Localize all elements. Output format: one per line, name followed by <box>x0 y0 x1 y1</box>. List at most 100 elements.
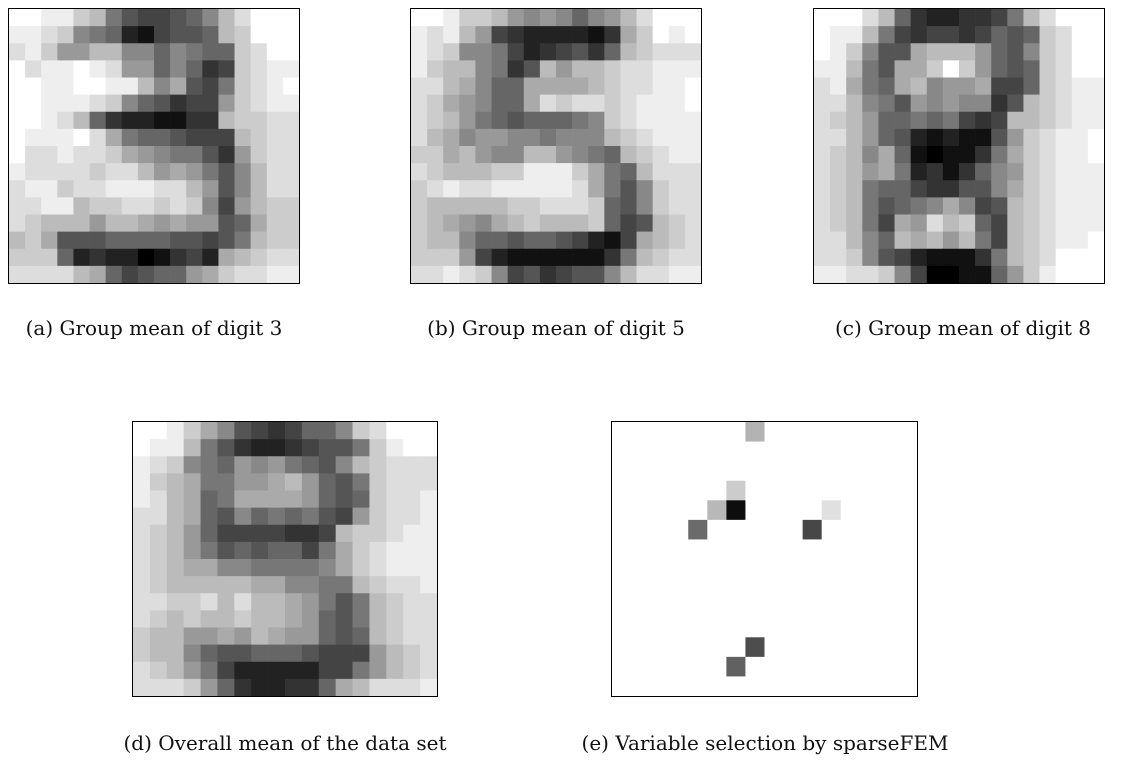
pixel-cell <box>57 128 74 147</box>
pixel-cell <box>217 439 235 457</box>
pixel-cell <box>154 214 171 232</box>
pixel-cell <box>491 43 508 61</box>
pixel-cell <box>975 9 992 27</box>
pixel-cell <box>830 163 847 181</box>
pixel-cell <box>386 507 404 526</box>
pixel-cell <box>539 214 557 232</box>
pixel-cell <box>166 490 185 508</box>
pixel-cell <box>183 473 201 491</box>
pixel-cell <box>846 77 863 95</box>
pixel-cell <box>427 214 444 232</box>
pixel-cell <box>443 111 460 130</box>
pixel-cell <box>991 265 1008 283</box>
pixel-cell <box>668 60 686 78</box>
pixel-cell <box>1023 231 1040 250</box>
pixel-cell <box>403 644 421 663</box>
pixel-cell <box>991 9 1008 27</box>
pixel-cell <box>427 60 444 78</box>
pixel-cell <box>1007 146 1024 164</box>
pixel-cell <box>862 265 879 283</box>
pixel-cell <box>1039 128 1056 147</box>
pixel-cell <box>830 111 847 130</box>
pixel-cell <box>894 128 911 147</box>
pixel-cell <box>121 146 139 164</box>
pixel-cell <box>9 26 26 44</box>
pixel-cell <box>386 610 404 628</box>
pixel-cell <box>251 559 269 577</box>
pixel-cell <box>475 26 492 44</box>
pixel-cell <box>862 26 879 44</box>
pixel-cell <box>411 94 428 113</box>
pixel-cell <box>1055 94 1073 113</box>
pixel-cell <box>282 94 299 113</box>
pixel-cell <box>200 541 218 560</box>
pixel-cell <box>217 627 235 645</box>
pixel-cell <box>910 231 928 250</box>
pixel-cell <box>910 265 928 283</box>
pixel-cell <box>539 163 557 181</box>
pixel-cell <box>218 265 235 283</box>
pixel-cell <box>507 163 525 181</box>
pixel-cell <box>89 128 106 147</box>
pixel-cell <box>73 163 90 181</box>
pixel-cell <box>668 231 686 250</box>
pixel-cell <box>588 77 605 95</box>
pixel-cell <box>959 214 976 232</box>
pixel-cell <box>427 9 444 27</box>
pixel-cell <box>218 111 235 130</box>
pixel-cell <box>170 9 187 27</box>
pixel-cell <box>1071 26 1089 44</box>
pixel-cell <box>121 248 139 267</box>
pixel-cell <box>588 231 605 250</box>
pixel-cell <box>539 111 557 130</box>
pixel-cell <box>491 26 508 44</box>
pixel-cell <box>942 94 960 113</box>
pixel-cell <box>89 231 106 250</box>
pixel-cell <box>420 559 437 577</box>
pixel-cell <box>942 180 960 198</box>
pixel-cell <box>539 26 557 44</box>
pixel-cell <box>1087 111 1104 130</box>
pixel-cell <box>588 214 605 232</box>
pixel-cell <box>475 94 492 113</box>
pixel-cell <box>652 231 670 250</box>
pixel-cell <box>523 248 541 267</box>
pixel-cell <box>149 524 168 543</box>
pixel-cell <box>89 26 106 44</box>
pixel-cell <box>166 576 185 594</box>
pixel-cell <box>572 94 589 113</box>
pixel-cell <box>991 43 1008 61</box>
pixel-cell <box>420 490 437 508</box>
pixel-cell <box>282 60 299 78</box>
pixel-cell <box>652 163 670 181</box>
pixel-cell <box>1039 60 1056 78</box>
pixel-cell <box>942 60 960 78</box>
pixel-cell <box>170 26 187 44</box>
pixel-cell <box>475 146 492 164</box>
pixel-cell <box>1087 248 1104 267</box>
pixel-cell <box>684 265 701 283</box>
pixel-cell <box>318 507 337 526</box>
pixel-cell <box>234 559 252 577</box>
pixel-cell <box>73 265 90 283</box>
pixel-cell <box>234 26 251 44</box>
pixel-cell <box>1087 77 1104 95</box>
pixel-cell <box>411 231 428 250</box>
pixel-cell <box>133 610 151 628</box>
pixel-cell <box>154 180 171 198</box>
pixel-cell <box>166 422 185 440</box>
pixel-cell <box>1007 9 1024 27</box>
pixel-cell <box>285 678 303 696</box>
pixel-cell <box>556 43 573 61</box>
pixel-cell <box>926 128 944 147</box>
pixel-cell <box>975 128 992 147</box>
pixel-cell <box>862 248 879 267</box>
pixel-cell <box>57 265 74 283</box>
pixel-cell <box>234 439 252 457</box>
pixel-cell <box>133 627 151 645</box>
pixel-cell <box>878 265 895 283</box>
pixel-cell <box>149 439 168 457</box>
pixel-cell <box>369 473 387 491</box>
pixel-cell <box>475 77 492 95</box>
pixel-cell <box>910 128 928 147</box>
